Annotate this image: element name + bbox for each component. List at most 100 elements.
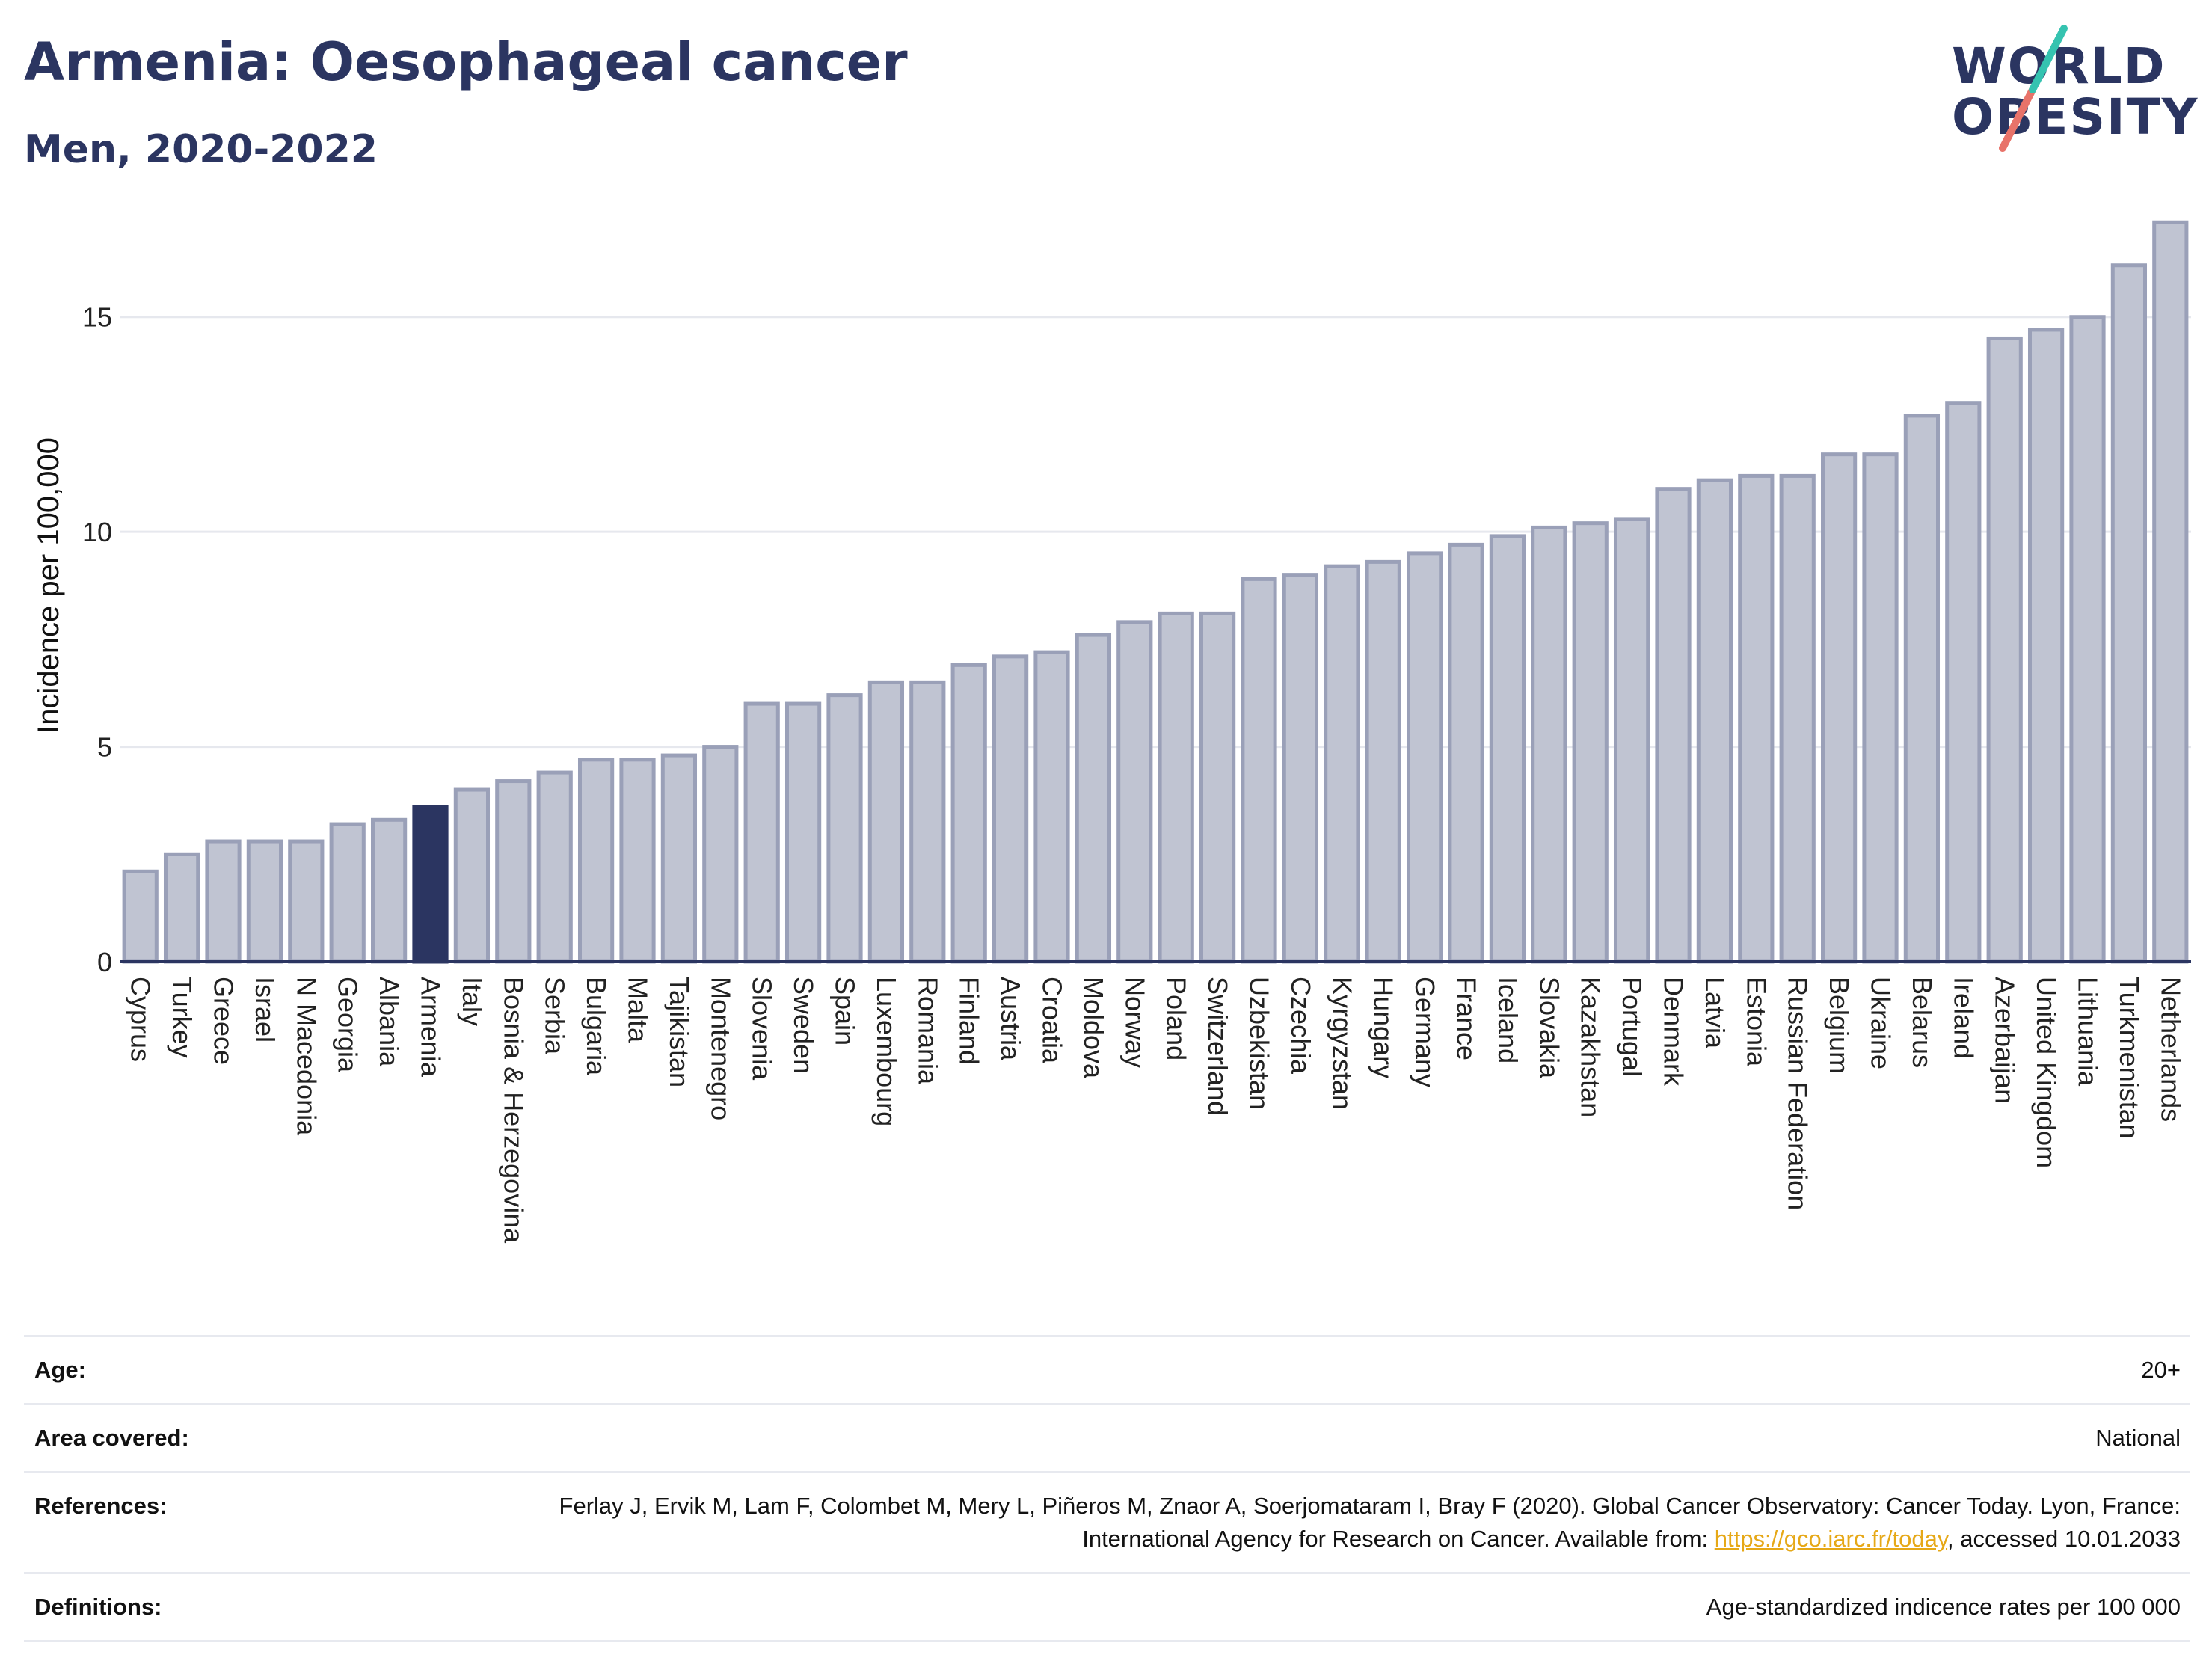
- x-tick-label: Portugal: [1617, 977, 1647, 1077]
- info-row-references: References: Ferlay J, Ervik M, Lam F, Co…: [24, 1471, 2190, 1572]
- bar-israel: [246, 839, 283, 964]
- bar-norway: [1116, 620, 1153, 964]
- x-tick-label: United Kingdom: [2031, 977, 2062, 1168]
- bar-kyrgyzstan: [1324, 564, 1360, 964]
- x-tick-label: Slovenia: [747, 977, 778, 1081]
- x-tick-label: Croatia: [1037, 977, 1068, 1064]
- x-tick-label: Denmark: [1659, 977, 1689, 1087]
- bar-montenegro: [702, 745, 739, 964]
- bar-serbia: [536, 770, 573, 964]
- x-tick-label: Cyprus: [126, 977, 156, 1062]
- x-tick-label: Turkey: [167, 977, 197, 1058]
- bar-austria: [992, 654, 1029, 964]
- x-tick-label: Finland: [954, 977, 985, 1065]
- x-tick-label: Ireland: [1948, 977, 1979, 1059]
- bar-netherlands: [2152, 220, 2189, 964]
- bar-n-macedonia: [288, 839, 325, 964]
- bar-switzerland: [1199, 611, 1236, 964]
- references-link[interactable]: https://gco.iarc.fr/today: [1714, 1526, 1948, 1552]
- bar-slovenia: [743, 701, 780, 964]
- x-tick-label: Armenia: [416, 977, 446, 1078]
- area-label: Area covered:: [34, 1425, 189, 1451]
- x-tick-label: N Macedonia: [291, 977, 322, 1136]
- bar-italy: [453, 787, 491, 964]
- x-tick-label: Romania: [912, 977, 943, 1085]
- info-row-definitions: Definitions: Age-standardized indicence …: [24, 1572, 2190, 1642]
- x-tick-label: Slovakia: [1534, 977, 1564, 1079]
- x-tick-label: Bosnia & Herzegovina: [498, 977, 529, 1244]
- x-tick-label: Moldova: [1078, 977, 1109, 1079]
- bar-poland: [1158, 611, 1194, 964]
- x-tick-label: Iceland: [1493, 977, 1523, 1063]
- bar-moldova: [1075, 633, 1112, 964]
- world-obesity-logo: WORLD OBESITY: [1952, 22, 2199, 157]
- x-tick-label: Italy: [457, 977, 488, 1026]
- bar-chart: 0 5 10 15 Incidence per 100,000 Cyprus Turkey G…: [32, 220, 2191, 1244]
- bar-united-kingdom: [2027, 328, 2065, 964]
- bar-belarus: [1903, 414, 1941, 964]
- bar-armenia: [412, 805, 449, 964]
- x-tick-label: Greece: [209, 977, 239, 1065]
- bar-ireland: [1945, 401, 1982, 964]
- bar-germany: [1406, 551, 1443, 964]
- x-tick-label: Tajikistan: [664, 977, 695, 1087]
- x-tick-label: Germany: [1410, 977, 1440, 1087]
- info-row-age: Age: 20+: [24, 1335, 2190, 1403]
- x-tick-label: Bulgaria: [581, 977, 612, 1076]
- y-tick-label: 15: [82, 302, 112, 333]
- bar-greece: [205, 839, 242, 964]
- x-tick-label: Czechia: [1285, 977, 1316, 1075]
- x-tick-label: Estonia: [1741, 977, 1772, 1067]
- x-tick-label: Switzerland: [1202, 977, 1233, 1116]
- bar-azerbaijan: [1986, 336, 2023, 964]
- bar-cyprus: [122, 869, 159, 964]
- age-label: Age:: [34, 1357, 86, 1383]
- bar-georgia: [329, 822, 366, 964]
- bar-albania: [370, 817, 408, 964]
- x-tick-label: Norway: [1119, 977, 1150, 1068]
- bar-croatia: [1033, 650, 1070, 964]
- bar-luxembourg: [867, 680, 905, 964]
- bar-hungary: [1365, 559, 1401, 964]
- x-tick-label: Turkmenistan: [2114, 977, 2145, 1139]
- x-tick-label: Netherlands: [2155, 977, 2186, 1122]
- bar-turkmenistan: [2110, 263, 2148, 964]
- y-tick-label: 5: [97, 732, 112, 763]
- bar-belgium: [1820, 452, 1858, 964]
- chart-title: Armenia: Oesophageal cancer: [24, 31, 908, 93]
- x-tick-label: Belarus: [1907, 977, 1938, 1068]
- x-tick-label: Lithuania: [2073, 977, 2104, 1087]
- x-tick-label: Uzbekistan: [1244, 977, 1275, 1110]
- bar-sweden: [784, 701, 822, 964]
- logo-slash-icon: [1999, 25, 2068, 152]
- age-value: 20+: [2141, 1357, 2181, 1383]
- bar-russian-federation: [1779, 473, 1816, 964]
- x-tick-label: Spain: [830, 977, 861, 1045]
- bar-ukraine: [1862, 452, 1899, 964]
- x-tick-label: Poland: [1161, 977, 1192, 1060]
- x-tick-label: Montenegro: [705, 977, 736, 1120]
- x-tick-label: Luxembourg: [871, 977, 902, 1126]
- references-suffix: , accessed 10.01.2033: [1947, 1526, 2181, 1552]
- bar-lithuania: [2069, 315, 2106, 964]
- x-tick-label: Hungary: [1368, 977, 1399, 1078]
- x-tick-label: Serbia: [540, 977, 571, 1055]
- bar-spain: [826, 693, 863, 964]
- y-tick-label: 10: [82, 517, 112, 547]
- x-tick-label: Israel: [250, 977, 280, 1043]
- x-tick-label: France: [1451, 977, 1482, 1060]
- bar-finland: [950, 663, 987, 964]
- x-tick-label: Sweden: [788, 977, 819, 1074]
- x-tick-label: Azerbaijan: [1990, 977, 2021, 1104]
- bar-denmark: [1655, 487, 1692, 964]
- definitions-label: Definitions:: [34, 1594, 162, 1620]
- bar-tajikistan: [660, 753, 698, 964]
- definitions-value: Age-standardized indicence rates per 100…: [1706, 1594, 2181, 1620]
- bar-kazakhstan: [1572, 521, 1609, 964]
- references-label: References:: [34, 1493, 168, 1519]
- x-tick-label: Georgia: [333, 977, 363, 1073]
- x-tick-label: Ukraine: [1866, 977, 1896, 1069]
- x-tick-label: Latvia: [1700, 977, 1730, 1049]
- logo-line-2: OBESITY: [1952, 88, 2199, 146]
- chart-subtitle: Men, 2020-2022: [24, 127, 378, 172]
